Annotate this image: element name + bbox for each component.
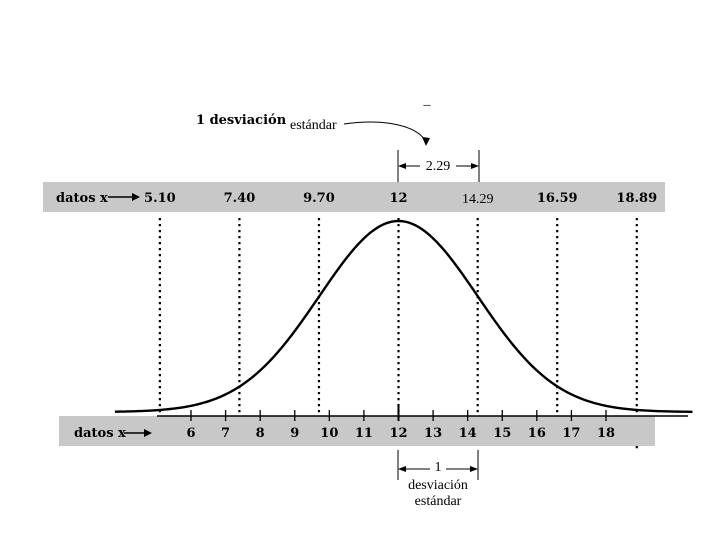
top-band-value: 9.70	[303, 191, 335, 206]
axis-tick-label: 9	[290, 426, 299, 441]
bottom-std-dev-number: 1	[435, 460, 442, 475]
top-data-band	[43, 182, 665, 212]
top-band-value: 14.29	[462, 192, 494, 207]
bottom-std-dev-arrow-right	[470, 466, 478, 472]
std-dev-label-regular: estándar	[290, 118, 337, 133]
std-dev-value: 2.29	[426, 159, 451, 174]
axis-tick-label: 7	[221, 426, 230, 441]
axis-tick-label: 18	[597, 426, 615, 441]
top-band-values: 5.10 7.40 9.70 12 14.29 16.59 18.89	[144, 191, 657, 207]
top-band-value: 12	[389, 191, 407, 206]
std-dev-pointer-arrowhead	[422, 137, 430, 146]
bottom-number-bg	[430, 458, 446, 474]
axis-tick-label: 17	[562, 426, 580, 441]
axis-tick-label: 14	[459, 426, 477, 441]
std-dev-label-bold: 1 desviación	[196, 113, 287, 128]
top-band-value: 16.59	[537, 191, 578, 206]
std-dev-span-arrow-right	[471, 163, 479, 169]
bottom-axis-label: datos x	[74, 426, 126, 441]
std-dev-pointer-arrow	[343, 121, 427, 143]
axis-tick-label: 6	[186, 426, 195, 441]
top-band-label: datos x	[56, 191, 108, 206]
normal-curve	[114, 219, 693, 414]
bottom-axis-ticks: 6 7 8 9 10 11 12 13 14 15 16 17 18	[186, 406, 615, 441]
top-band-arrowhead	[132, 193, 140, 201]
bottom-std-dev-line1: desviación	[408, 478, 468, 493]
bottom-std-dev-line2: estándar	[415, 494, 462, 509]
bottom-axis-band	[59, 416, 655, 446]
axis-tick-label: 15	[493, 426, 511, 441]
std-dev-span-arrow-left	[398, 163, 406, 169]
axis-tick-label: 13	[424, 426, 442, 441]
top-mark: _	[423, 93, 432, 108]
std-dev-guide-lines	[158, 218, 638, 450]
axis-tick-label: 11	[355, 426, 373, 441]
axis-tick-label: 12	[389, 426, 407, 441]
axis-tick-label: 8	[256, 426, 265, 441]
std-dev-value-bg	[420, 156, 456, 172]
top-band-value: 5.10	[144, 191, 176, 206]
top-band-value: 7.40	[224, 191, 256, 206]
axis-tick-label: 10	[320, 426, 338, 441]
top-band-value: 18.89	[616, 191, 657, 206]
bottom-std-dev-arrow-left	[398, 466, 406, 472]
axis-tick-label: 16	[528, 426, 546, 441]
bottom-axis-arrowhead	[144, 429, 152, 437]
